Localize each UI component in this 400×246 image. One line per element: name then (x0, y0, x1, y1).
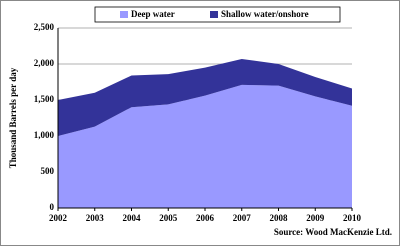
legend-swatch (210, 11, 218, 18)
legend-label: Shallow water/onshore (221, 9, 309, 19)
y-tick-label: 1,500 (34, 94, 55, 104)
source: Source: Wood MacKenzie Ltd. (274, 227, 392, 237)
legend-label: Deep water (131, 9, 175, 19)
x-tick-label: 2005 (159, 213, 178, 223)
x-tick-label: 2008 (270, 213, 289, 223)
area (58, 58, 352, 136)
x-tick-label: 2004 (123, 213, 142, 223)
x-tick-label: 2003 (86, 213, 105, 223)
x-tick-label: 2007 (233, 213, 252, 223)
x-tick-label: 2009 (306, 213, 325, 223)
y-tick-label: 0 (50, 202, 55, 212)
x-tick-label: 2010 (343, 213, 362, 223)
x-tick-label: 2002 (49, 213, 68, 223)
legend-swatch (120, 11, 128, 18)
y-axis-label: Thousand Barrels per day (8, 67, 18, 168)
y-tick-label: 500 (41, 166, 55, 176)
y-tick-label: 2,500 (34, 22, 55, 32)
y-tick-label: 2,000 (34, 58, 55, 68)
x-tick-label: 2006 (196, 213, 215, 223)
area (58, 84, 352, 208)
y-tick-label: 1,000 (34, 130, 55, 140)
